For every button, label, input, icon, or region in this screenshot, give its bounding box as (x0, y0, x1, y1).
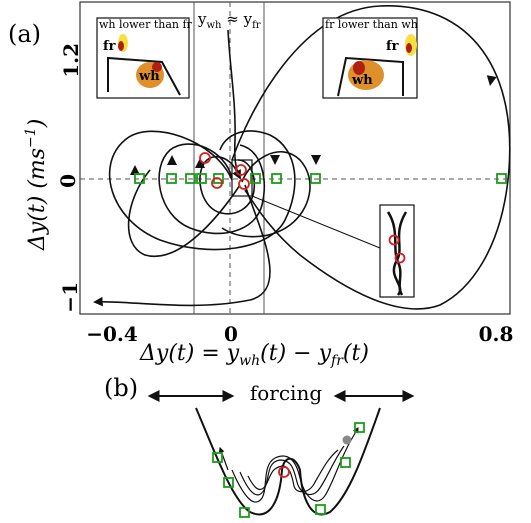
green-marker (185, 173, 196, 184)
inset-left-outline (107, 56, 181, 96)
red-marker (235, 164, 247, 176)
green-marker (354, 422, 365, 433)
trajectory-loop-4 (221, 150, 311, 238)
trajectory-loop-1 (108, 130, 296, 251)
inset-left-red-blob (118, 41, 124, 51)
x-tick-minus-0-4: −0.4 (86, 322, 138, 346)
potential-curve (195, 407, 381, 516)
direction-arrows (130, 75, 497, 175)
inner-path-arrow-a (218, 446, 229, 471)
green-marker (315, 504, 326, 515)
panel-b-label: (b) (104, 374, 138, 402)
arrow-right-loop (486, 75, 497, 86)
inset-left: wh lower than fr fr wh (96, 17, 193, 99)
panel-b: (b) forcing (104, 374, 415, 518)
inset-right-outline (337, 56, 404, 97)
panel-a-label: (a) (8, 20, 41, 48)
zoom-rect (231, 159, 253, 197)
trajectory-loop-left (127, 169, 241, 258)
arrow-left-1 (130, 165, 140, 175)
inset-zoom (379, 204, 415, 298)
y-tick-minus-1: −1 (58, 282, 82, 313)
y-tick-0: 0 (56, 174, 80, 188)
x-axis-label: Δy(t) = ywh(t) − yfr(t) (139, 341, 369, 369)
inner-path-1 (231, 441, 351, 503)
trajectory-loop-2 (158, 143, 265, 235)
forcing-label: forcing (250, 381, 322, 405)
inset-right-fr: fr (386, 39, 399, 54)
arrow-mid-1 (270, 155, 280, 165)
green-marker (496, 173, 507, 184)
red-marker (394, 252, 406, 264)
arrow-mid-2 (311, 155, 321, 165)
inset-left-fr: fr (103, 39, 116, 54)
inset-left-dark-dot (152, 62, 162, 72)
inset-right-red-blob (406, 43, 412, 53)
green-marker (250, 173, 261, 184)
inset-left-title: wh lower than fr (99, 18, 193, 31)
grey-ball (342, 435, 352, 445)
green-marker (134, 173, 145, 184)
arrow-left-3 (195, 158, 205, 168)
trajectory-loop-3 (199, 156, 256, 215)
green-marker (196, 173, 207, 184)
panel-a: (a) 1.2 0 −1 Δy(t) (ms−1) −0.4 0 0.8 Δy(… (8, 1, 514, 369)
inset-right-title: fr lower than wh (325, 18, 418, 31)
inset-right-dark-blob (353, 61, 365, 75)
green-marker (310, 173, 321, 184)
center-label: ywh ≈ yfr (197, 10, 261, 31)
x-tick-0-8: 0.8 (479, 322, 514, 346)
trajectory-outer-left (93, 184, 271, 307)
green-markers (134, 173, 507, 184)
green-marker (239, 507, 250, 518)
inner-path-2 (239, 445, 345, 496)
green-marker (223, 477, 234, 488)
green-marker (212, 452, 223, 463)
inset-right-wh: wh (351, 73, 373, 88)
inset-right: fr lower than wh fr wh (322, 17, 418, 99)
green-markers-b (212, 422, 365, 518)
green-marker (271, 173, 282, 184)
green-marker (340, 457, 351, 468)
red-marker (388, 234, 400, 246)
inner-path-3 (247, 449, 339, 493)
zoom-pointer-line (251, 195, 381, 249)
y-axis-label: Δy(t) (ms−1) (23, 119, 50, 251)
red-markers (199, 152, 250, 190)
inset-left-wh: wh (138, 69, 160, 84)
green-marker (166, 173, 177, 184)
x-tick-0: 0 (224, 322, 238, 346)
red-marker (238, 178, 250, 190)
red-marker (199, 152, 211, 164)
red-marker (211, 177, 223, 189)
inner-paths (218, 426, 359, 503)
arrow-left-2 (167, 155, 177, 165)
y-tick-1-2: 1.2 (59, 43, 83, 78)
inset-zoom-curve-b (392, 211, 408, 296)
red-marker (278, 466, 290, 478)
